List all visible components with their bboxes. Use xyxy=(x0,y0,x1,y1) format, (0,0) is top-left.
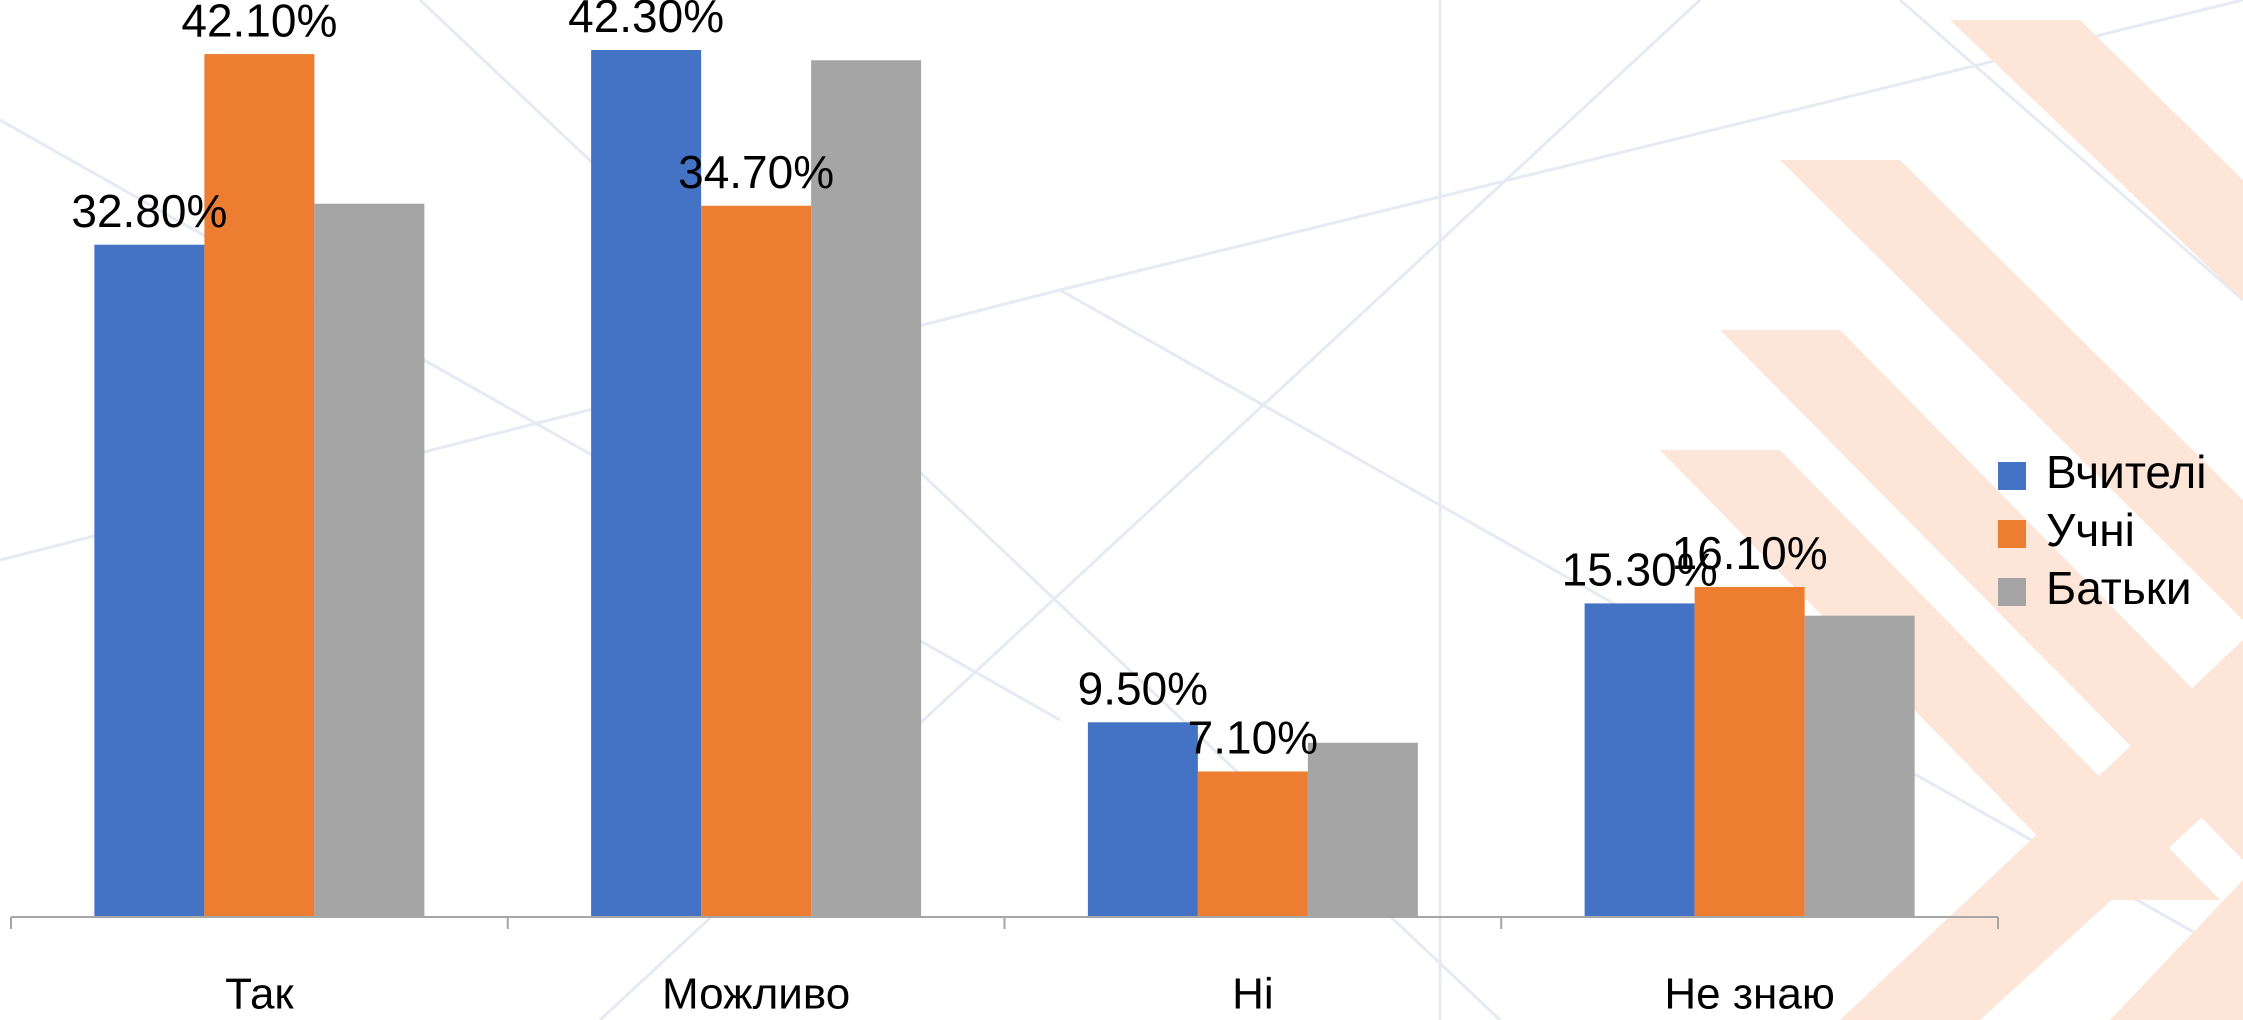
value-label: 15.30% xyxy=(1562,544,1718,596)
bar xyxy=(1307,742,1418,917)
x-tick-label: Не знаю xyxy=(1664,970,1834,1019)
x-tick-label: Так xyxy=(225,970,294,1019)
value-label: 9.50% xyxy=(1078,662,1208,714)
x-tick-label: Ні xyxy=(1232,970,1274,1019)
value-label: 16.10% xyxy=(1672,527,1828,579)
bar xyxy=(1197,771,1308,917)
x-tick-label: Можливо xyxy=(662,970,850,1019)
bar xyxy=(701,205,812,917)
value-label: 32.80% xyxy=(71,185,227,237)
bar xyxy=(811,60,922,917)
bar xyxy=(1694,587,1805,917)
value-label: 34.70% xyxy=(678,146,834,198)
bar xyxy=(204,54,315,917)
legend-label: Вчителі xyxy=(2046,446,2206,498)
value-label: 7.10% xyxy=(1188,712,1318,764)
bar xyxy=(1087,722,1198,917)
value-label: 42.10% xyxy=(181,0,337,46)
plot-area: 32.80% 42.30% 9.50% 15.30% 42.10% 34.70% 7.10%… xyxy=(10,0,2206,1019)
bar xyxy=(1804,615,1915,917)
legend-label: Учні xyxy=(2046,504,2135,556)
bar xyxy=(94,244,205,917)
bar xyxy=(314,203,425,918)
value-label: 42.30% xyxy=(568,0,724,42)
legend-label: Батьки xyxy=(2046,562,2192,614)
bar xyxy=(1584,603,1695,917)
legend-swatch xyxy=(1998,520,2026,548)
legend-swatch xyxy=(1998,462,2026,490)
bar xyxy=(591,50,702,917)
legend-swatch xyxy=(1998,578,2026,606)
